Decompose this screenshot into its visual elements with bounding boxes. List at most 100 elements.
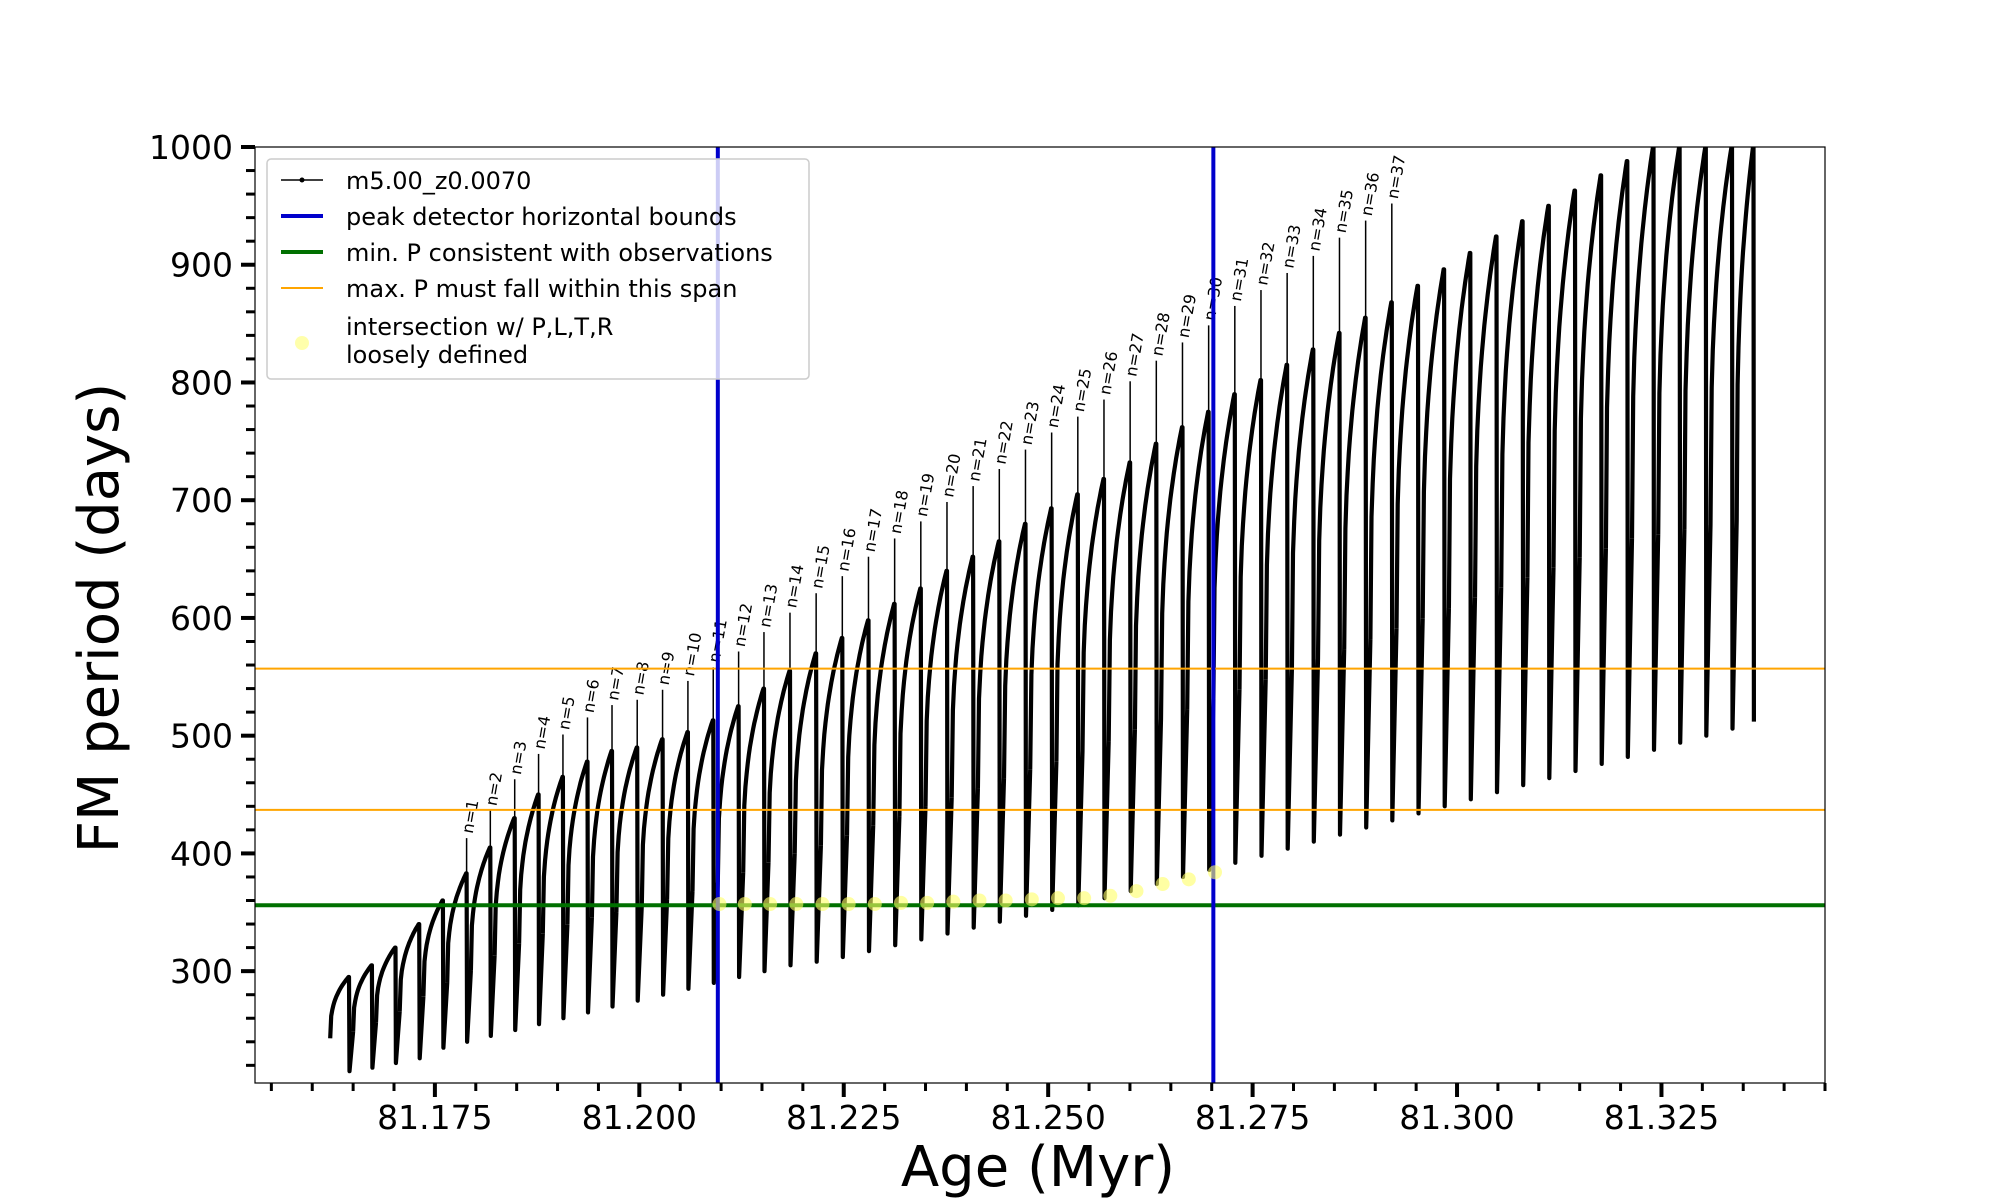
y-tick-label-5: 700 bbox=[170, 481, 233, 520]
series-pulse-51 bbox=[1603, 159, 1635, 759]
pulse-label-19: n=19 bbox=[912, 472, 938, 519]
pulse-label-37: n=37 bbox=[1383, 154, 1409, 201]
intersection-point-13 bbox=[1024, 892, 1039, 907]
pulse-label-15: n=15 bbox=[807, 543, 833, 590]
series-pulse-24 bbox=[897, 586, 928, 942]
pulse-label-34: n=34 bbox=[1305, 206, 1331, 253]
legend-model-label: m5.00_z0.0070 bbox=[346, 167, 531, 195]
pulse-label-31: n=31 bbox=[1226, 256, 1252, 303]
pulse-label-10: n=10 bbox=[679, 631, 705, 678]
series-pulse-37 bbox=[1237, 378, 1268, 858]
series-pulse-11 bbox=[565, 759, 594, 1015]
intersection-point-16 bbox=[1103, 888, 1118, 903]
series-pulse-50 bbox=[1577, 173, 1608, 766]
intersection-point-12 bbox=[998, 893, 1013, 908]
series-pulse-6 bbox=[445, 871, 473, 1044]
series-pulse-48 bbox=[1525, 203, 1556, 781]
intersection-point-20 bbox=[1207, 865, 1222, 880]
series-pulse-18 bbox=[741, 686, 771, 974]
plot-area: n=1n=2n=3n=4n=5n=6n=7n=8n=9n=10n=11n=12n… bbox=[255, 147, 1825, 1083]
series-pulse-29 bbox=[1028, 506, 1059, 912]
series-pulse-27 bbox=[975, 539, 1007, 924]
pulse-label-20: n=20 bbox=[938, 452, 964, 499]
series-pulse-16 bbox=[690, 718, 720, 985]
series-pulse-9 bbox=[517, 792, 545, 1027]
series-pulse-54 bbox=[1682, 147, 1713, 738]
x-tick-label-2: 81.200 bbox=[582, 1098, 697, 1137]
pulse-label-17: n=17 bbox=[860, 507, 886, 554]
pulse-label-7: n=7 bbox=[603, 665, 628, 702]
series-pulse-5 bbox=[421, 898, 450, 1050]
series-pulse-15 bbox=[665, 730, 695, 991]
pulse-label-16: n=16 bbox=[834, 526, 860, 573]
pulse-label-33: n=33 bbox=[1278, 223, 1304, 270]
series-pulse-43 bbox=[1394, 283, 1425, 816]
series-pulse-23 bbox=[871, 601, 902, 948]
y-tick-label-4: 600 bbox=[170, 599, 233, 638]
y-tick-label-6: 800 bbox=[170, 363, 233, 402]
intersection-point-6 bbox=[841, 897, 856, 912]
legend-frame bbox=[266, 158, 810, 380]
legend: m5.00_z0.0070 peak detector horizontal b… bbox=[266, 158, 810, 380]
pulse-label-25: n=25 bbox=[1069, 367, 1095, 414]
y-tick-label-2: 400 bbox=[170, 834, 233, 873]
pulse-label-23: n=23 bbox=[1017, 400, 1043, 447]
pulse-label-14: n=14 bbox=[781, 563, 807, 610]
pulse-label-21: n=21 bbox=[964, 436, 990, 483]
legend-item-model: m5.00_z0.0070 bbox=[281, 167, 531, 195]
pulse-label-6: n=6 bbox=[579, 678, 604, 715]
intersection-point-2 bbox=[737, 897, 752, 912]
series-pulse-26 bbox=[949, 554, 980, 930]
series-pulse-46 bbox=[1472, 234, 1504, 795]
legend-peak-bounds-label: peak detector horizontal bounds bbox=[346, 203, 737, 231]
x-tick-label-6: 81.300 bbox=[1399, 1098, 1514, 1137]
intersection-point-7 bbox=[867, 897, 882, 912]
series-pulse-36 bbox=[1211, 392, 1242, 865]
intersection-point-1 bbox=[712, 897, 727, 912]
series-pulse-2 bbox=[351, 963, 379, 1070]
series-pulse-30 bbox=[1054, 492, 1085, 908]
series-pulse-8 bbox=[492, 816, 522, 1033]
series-pulse-21 bbox=[818, 635, 850, 960]
intersection-point-10 bbox=[946, 894, 961, 909]
plot-frame bbox=[254, 146, 1826, 1084]
series-pulse-28 bbox=[1001, 521, 1033, 918]
series-pulse-13 bbox=[614, 745, 644, 1003]
intersection-point-15 bbox=[1077, 891, 1092, 906]
intersection-point-9 bbox=[920, 895, 935, 910]
series-pulse-49 bbox=[1551, 188, 1582, 774]
intersection-point-18 bbox=[1155, 877, 1170, 892]
series-pulse-47 bbox=[1499, 219, 1530, 788]
series-pulse-35 bbox=[1185, 409, 1216, 872]
series-pulse-33 bbox=[1132, 441, 1164, 887]
series-pulse-10 bbox=[540, 774, 570, 1021]
x-axis-label: Age (Myr) bbox=[901, 1135, 1175, 1200]
series-pulse-32 bbox=[1106, 460, 1137, 894]
y-tick-label-7: 900 bbox=[170, 246, 233, 285]
series-pulse-55 bbox=[1708, 147, 1739, 731]
series-pulse-42 bbox=[1368, 300, 1399, 823]
y-tick-label-3: 500 bbox=[170, 717, 233, 756]
series-pulse-44 bbox=[1420, 267, 1451, 809]
pulse-label-28: n=28 bbox=[1148, 311, 1174, 358]
intersection-point-19 bbox=[1181, 872, 1196, 887]
series-pulse-4 bbox=[397, 922, 426, 1061]
x-tick-label-7: 81.325 bbox=[1604, 1098, 1719, 1137]
series-pulse-25 bbox=[923, 568, 954, 936]
legend-intersection-label: intersection w/ P,L,T,R bbox=[346, 313, 613, 341]
y-tick-label-8: 1000 bbox=[149, 128, 233, 167]
series-pulse-38 bbox=[1263, 362, 1294, 851]
pulse-label-5: n=5 bbox=[554, 695, 579, 732]
series-pulse-20 bbox=[792, 651, 823, 964]
series-pulse-22 bbox=[844, 618, 876, 954]
y-tick-label-1: 300 bbox=[170, 952, 233, 991]
intersection-point-3 bbox=[763, 897, 778, 912]
pulse-label-18: n=18 bbox=[886, 489, 912, 536]
pulse-label-3: n=3 bbox=[506, 739, 531, 776]
series-pulse-12 bbox=[589, 748, 619, 1009]
series-pulse-52 bbox=[1629, 147, 1661, 752]
legend-item-intersection: intersection w/ P,L,T,R loosely defined bbox=[295, 313, 613, 369]
x-tick-label-3: 81.225 bbox=[786, 1098, 901, 1137]
pulse-label-27: n=27 bbox=[1121, 331, 1147, 378]
